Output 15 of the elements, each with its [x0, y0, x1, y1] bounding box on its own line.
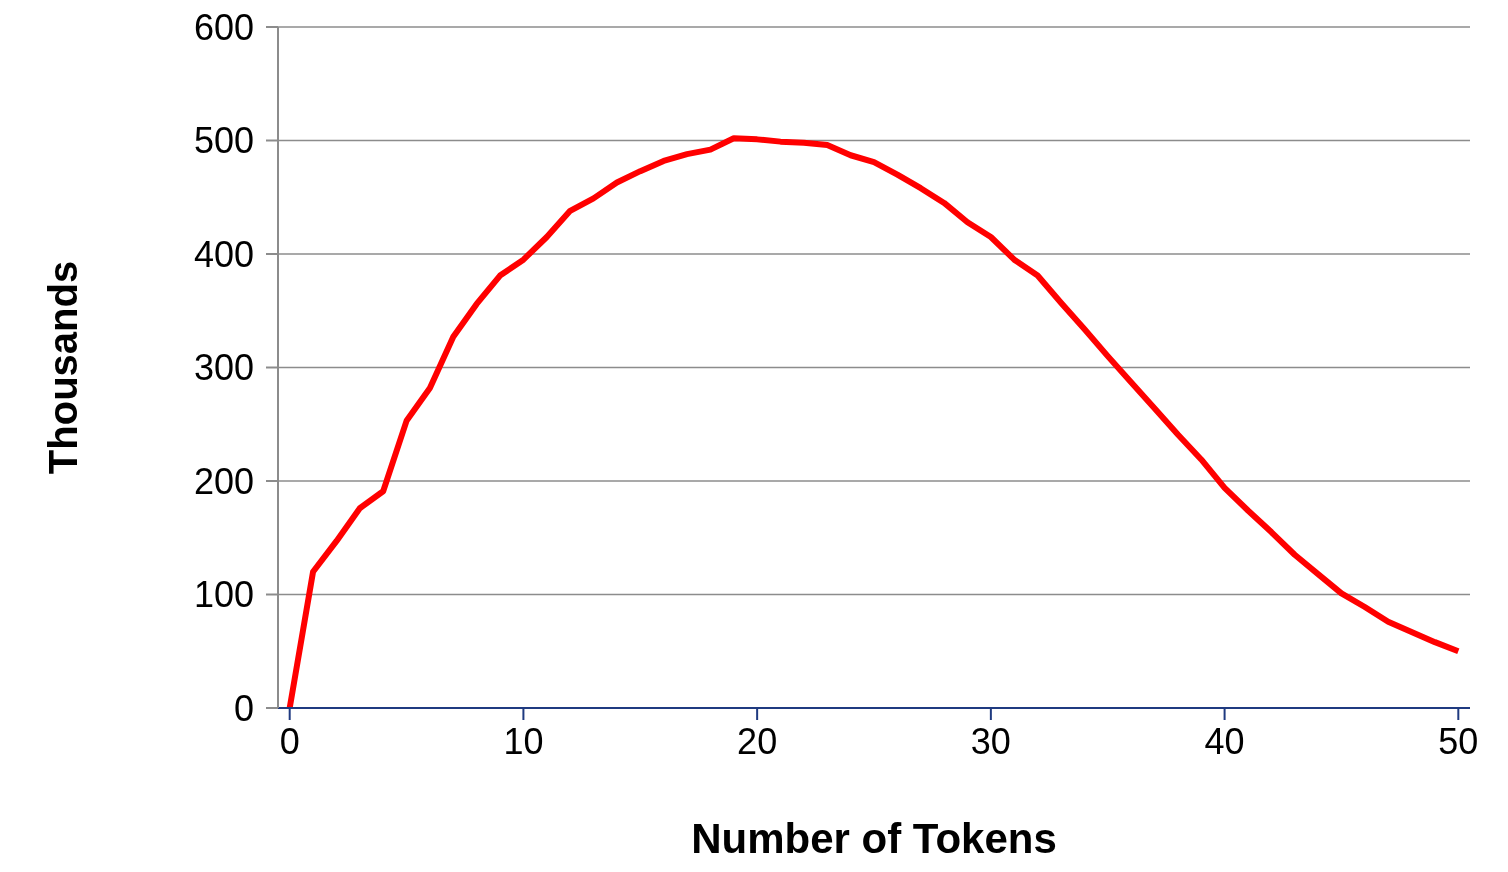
- x-tick-label: 30: [970, 720, 1011, 762]
- y-tick-label: 400: [193, 233, 254, 275]
- x-tick-label: 10: [503, 720, 544, 762]
- y-tick-label: 300: [193, 347, 254, 389]
- x-tick-label: 20: [737, 720, 778, 762]
- y-tick-label: 100: [193, 574, 254, 616]
- y-tick-label: 500: [193, 120, 254, 162]
- x-axis-title: Number of Tokens: [691, 815, 1057, 862]
- y-axis-title: Thousands: [41, 260, 86, 475]
- y-tick-label: 600: [193, 6, 254, 48]
- x-tick-label: 40: [1204, 720, 1245, 762]
- x-tick-label: 50: [1438, 720, 1479, 762]
- y-tick-label: 0: [233, 687, 254, 729]
- y-tick-label: 200: [193, 460, 254, 502]
- x-tick-label: 0: [279, 720, 300, 762]
